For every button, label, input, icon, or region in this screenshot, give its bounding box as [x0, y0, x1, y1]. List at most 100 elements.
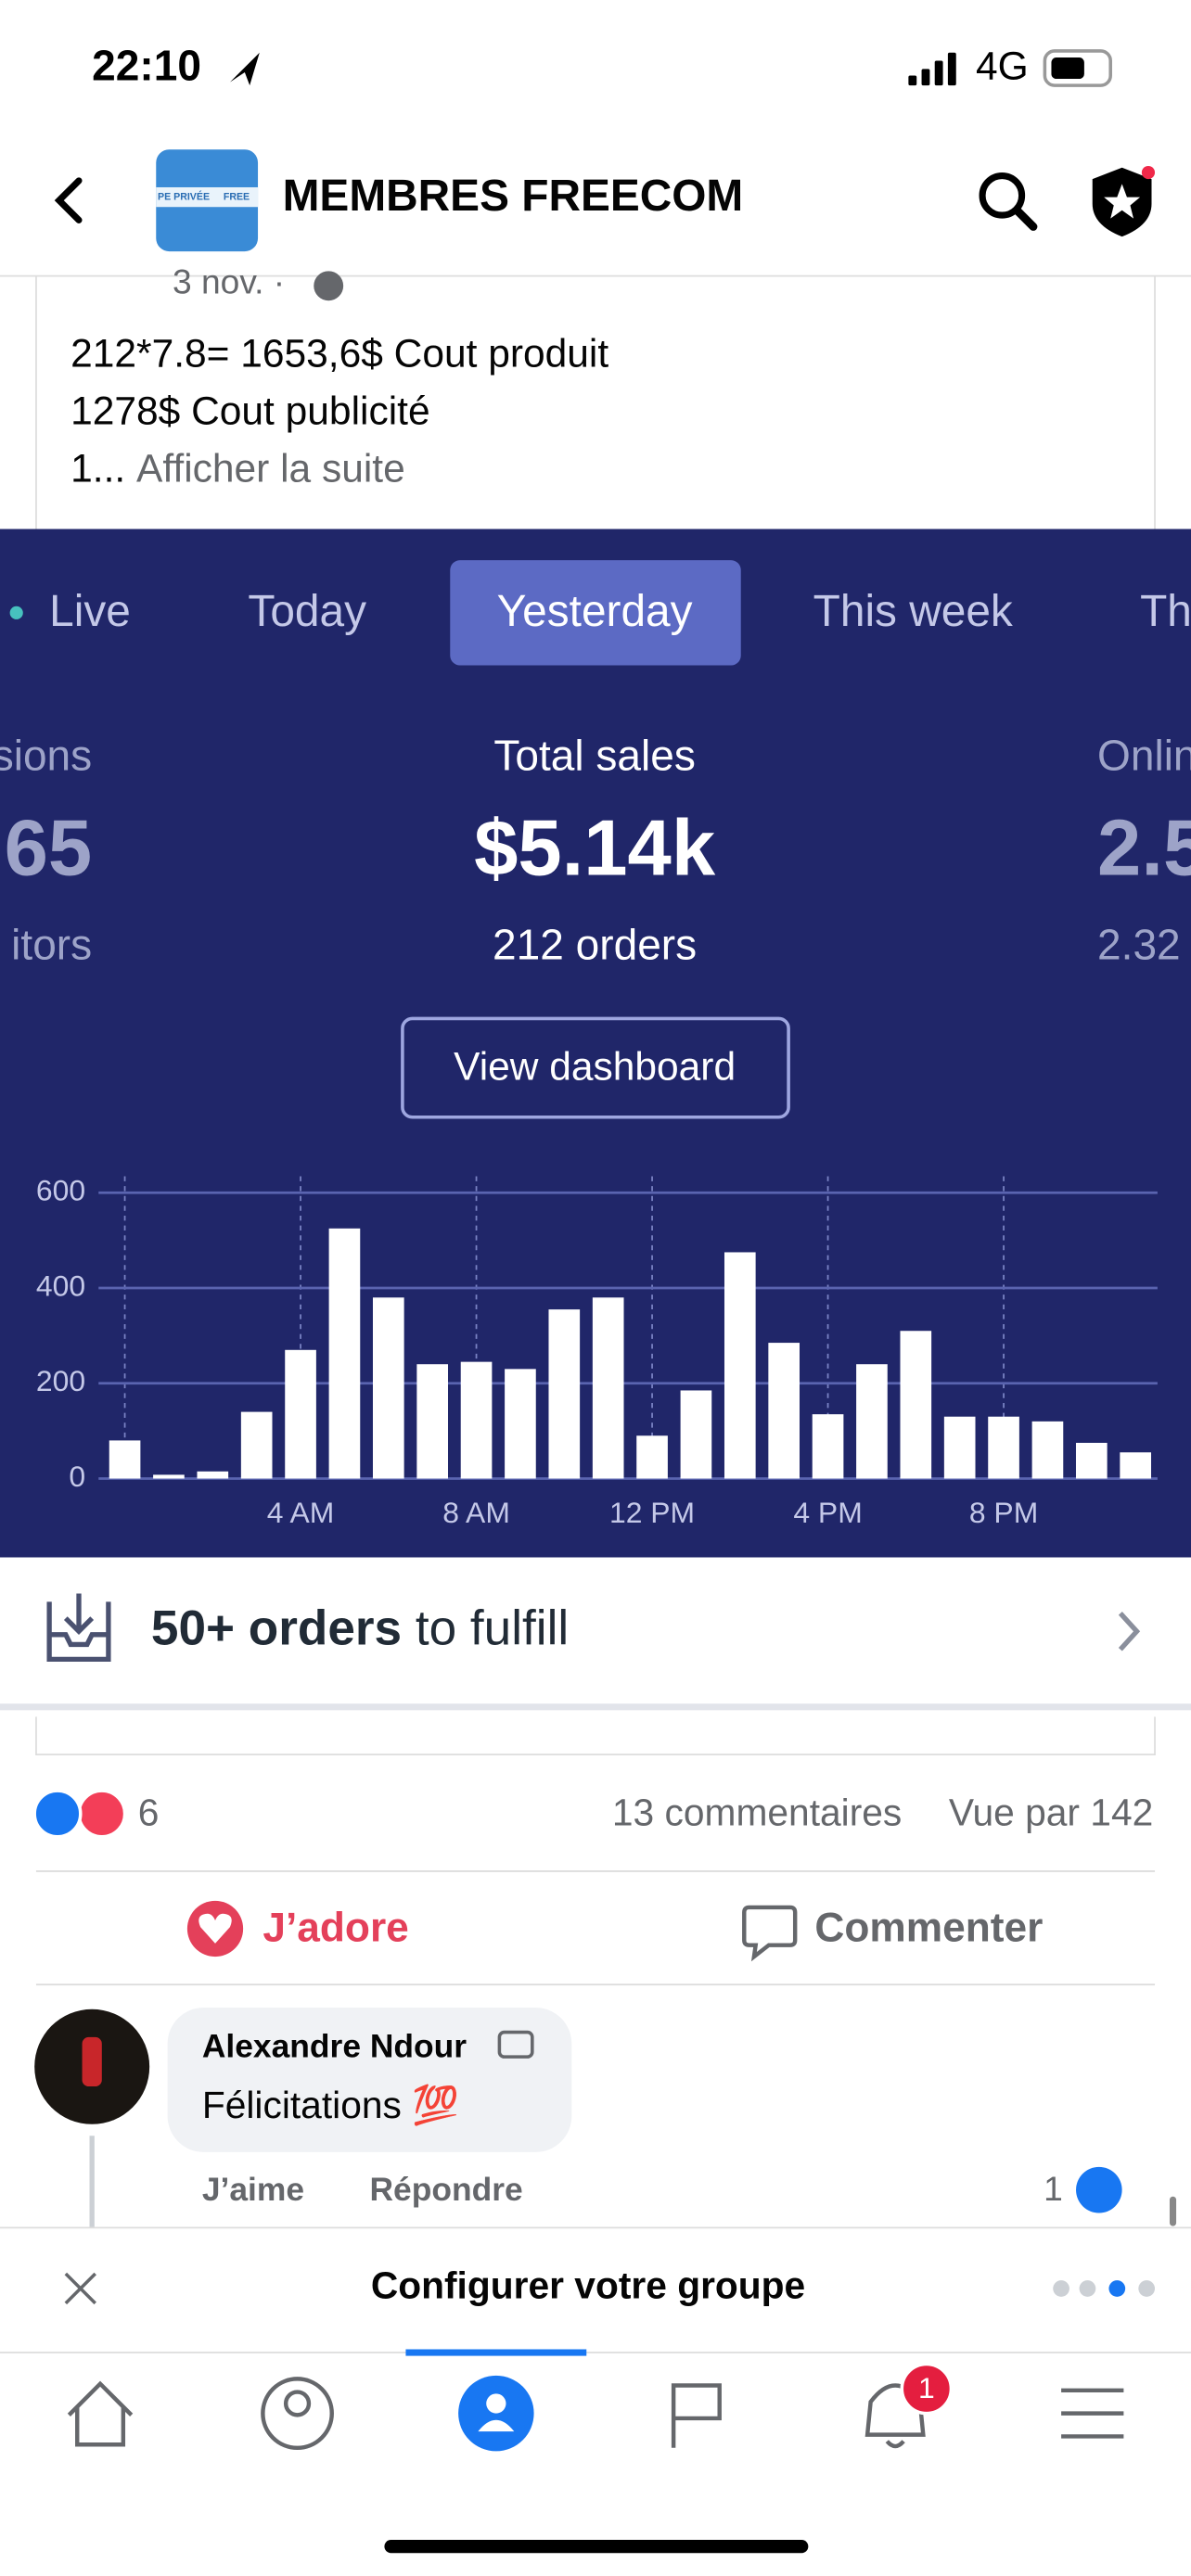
tab[interactable]: Today [248, 587, 366, 636]
bar [812, 1414, 844, 1479]
bar [285, 1349, 316, 1479]
profile-head [283, 2390, 312, 2417]
reaction-count[interactable]: 6 [138, 1791, 160, 1833]
bar [240, 1411, 273, 1479]
search-icon[interactable] [979, 172, 1026, 219]
home-tab[interactable] [67, 2380, 134, 2447]
post-line: 212*7.8= 1653,6$ Cout produit [70, 333, 608, 376]
comment-like-count: 1 [1044, 2169, 1063, 2208]
tab[interactable]: Th [1140, 587, 1191, 636]
y-tick-label: 400 [36, 1269, 85, 1302]
heart [198, 1913, 232, 1944]
active-indicator [405, 2349, 587, 2356]
network-label: 4G [976, 45, 1029, 89]
post-line: 1278$ Cout publicité [70, 390, 429, 434]
fulfill-rest: to fulfill [416, 1600, 569, 1655]
sales-chart: 0 200 400 600 4 AM 8 AM 12 PM 4 PM 8 PM [36, 1174, 1158, 1529]
x-tick-label: 8 AM [442, 1496, 510, 1529]
metric-label: sions [0, 732, 92, 780]
group-title[interactable]: MEMBRES FREECOM [283, 172, 744, 221]
bar [680, 1390, 712, 1479]
bar [416, 1364, 449, 1479]
bar [153, 1474, 185, 1479]
notification-count: 1 [918, 2371, 935, 2404]
setup-title[interactable]: Configurer votre groupe [371, 2264, 805, 2307]
bar [197, 1471, 229, 1479]
y-tick-label: 0 [69, 1460, 85, 1493]
button-label: View dashboard [454, 1046, 736, 1090]
see-more[interactable]: Afficher la suite [136, 448, 405, 491]
bar [109, 1440, 141, 1479]
bar [768, 1343, 800, 1479]
groups-icon [478, 2419, 515, 2432]
metric-sub: itors [11, 920, 92, 968]
bar [856, 1364, 888, 1479]
privacy-icon [314, 271, 344, 301]
avatar-figure [82, 2036, 102, 2087]
x-tick-label: 4 PM [793, 1496, 862, 1529]
profile-tab[interactable] [261, 2377, 334, 2451]
love-button[interactable]: J’adore [263, 1905, 408, 1950]
location-icon [229, 52, 260, 86]
x-tick-label: 8 PM [969, 1496, 1038, 1529]
inbox-icon [46, 1593, 111, 1663]
x-tick-label: 12 PM [609, 1496, 695, 1529]
like-reaction [32, 1789, 83, 1839]
page-dot [1079, 2280, 1096, 2297]
chevron [1118, 1612, 1141, 1651]
scrollbar [1169, 2196, 1177, 2226]
battery-level [1051, 57, 1084, 80]
tab[interactable]: Live [49, 587, 131, 636]
like-link[interactable]: J’aime [202, 2171, 304, 2208]
admin-dot [1141, 165, 1156, 180]
status-time: 22:10 [92, 42, 201, 90]
page-dot [1053, 2280, 1069, 2297]
comment-author[interactable]: Alexandre Ndour [202, 2028, 467, 2065]
group-icon-text: PE PRIVÉE [158, 190, 210, 202]
author-badge [497, 2030, 534, 2059]
page-dot [1108, 2280, 1126, 2297]
signal-icon [908, 52, 956, 86]
group-icon-band [156, 186, 259, 208]
comment-button[interactable]: Commenter [814, 1905, 1043, 1950]
bar [1031, 1421, 1064, 1479]
fulfill-bold: 50+ orders [151, 1600, 402, 1655]
group-icon-text: FREE [224, 191, 250, 202]
bar [900, 1331, 932, 1479]
bar [1075, 1442, 1108, 1479]
post-truncated: 1... [70, 448, 125, 491]
x-tick-label: 4 AM [267, 1496, 335, 1529]
comment-count[interactable]: 13 commentaires [612, 1791, 902, 1833]
card-border [35, 1716, 1156, 1756]
back-button[interactable] [54, 177, 83, 223]
page-dot [1138, 2280, 1156, 2297]
metric-value: 2.5 [1097, 805, 1191, 893]
bar [328, 1228, 361, 1479]
notification-badge [900, 2362, 954, 2416]
bar [636, 1435, 668, 1479]
reply-link[interactable]: Répondre [369, 2171, 522, 2208]
close-button[interactable] [64, 2272, 96, 2305]
bar [724, 1252, 756, 1479]
metric-sub: 212 orders [493, 920, 697, 968]
groups-icon [486, 2393, 506, 2414]
bar [372, 1297, 404, 1479]
tab[interactable]: Yesterday [497, 587, 693, 636]
metric-label: Onlin [1097, 732, 1191, 780]
pages-tab[interactable] [671, 2383, 722, 2448]
home-indicator [384, 2540, 809, 2554]
view-count[interactable]: Vue par 142 [949, 1791, 1153, 1833]
bar [460, 1361, 493, 1479]
comment-text: Félicitations 💯 [202, 2084, 459, 2126]
live-dot [9, 606, 23, 619]
metric-sub: 2.32 [1097, 920, 1181, 968]
tab[interactable]: This week [813, 587, 1013, 636]
image-shadow [0, 1703, 1191, 1711]
bar [548, 1309, 581, 1479]
metric-value: $5.14k [474, 805, 716, 893]
menu-tab[interactable] [1061, 2388, 1124, 2439]
admin-star [1104, 184, 1141, 219]
bar [1120, 1452, 1152, 1479]
